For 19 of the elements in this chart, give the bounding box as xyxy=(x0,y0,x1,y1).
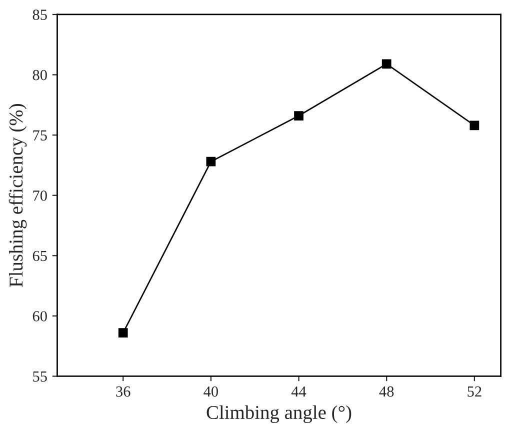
x-tick-label: 44 xyxy=(291,386,306,397)
y-tick-label: 85 xyxy=(32,10,47,20)
y-tick-label: 80 xyxy=(32,70,47,80)
x-tick-label: 48 xyxy=(379,386,394,397)
point xyxy=(294,111,304,120)
y-axis-title: Flushing efficiency (%) xyxy=(8,104,27,287)
point xyxy=(118,328,128,338)
y-tick-label: 65 xyxy=(32,250,47,262)
x-tick-label: 52 xyxy=(468,386,482,397)
y-tick-label: 55 xyxy=(33,372,47,382)
y-tick-label: 70 xyxy=(33,190,47,201)
point xyxy=(382,59,392,69)
point xyxy=(206,156,216,166)
y-tick-label: 60 xyxy=(32,311,47,322)
x-axis-title: Climbing angle (°) xyxy=(206,405,352,424)
y-tick-label: 75 xyxy=(33,130,47,141)
x-tick-label: 36 xyxy=(116,386,130,397)
point xyxy=(470,120,480,130)
x-tick-label: 40 xyxy=(204,386,218,397)
